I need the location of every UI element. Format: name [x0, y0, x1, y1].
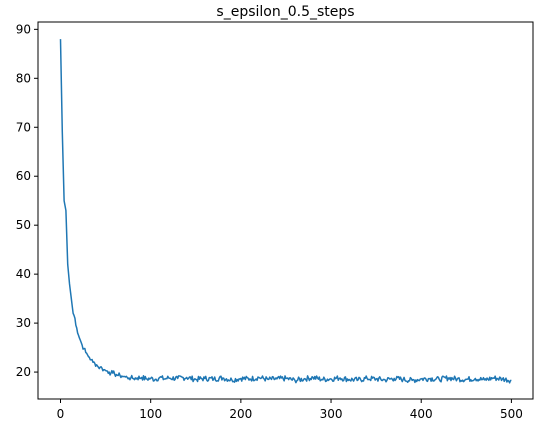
x-tick-label: 400 [410, 407, 433, 421]
y-tick-label: 60 [16, 169, 31, 183]
x-tick-label: 100 [139, 407, 162, 421]
x-axis: 0 100 200 300 400 500 [57, 399, 523, 421]
y-axis: 20 30 40 50 60 70 80 90 [16, 22, 38, 379]
series-line [59, 39, 512, 384]
y-tick-label: 70 [16, 120, 31, 134]
y-tick-label: 80 [16, 71, 31, 85]
plot-frame [37, 21, 534, 400]
x-tick-label: 500 [500, 407, 523, 421]
x-tick-label: 0 [57, 407, 65, 421]
plot-series [59, 39, 512, 384]
chart-title: s_epsilon_0.5_steps [216, 4, 354, 20]
x-tick-label: 300 [320, 407, 343, 421]
y-tick-label: 90 [16, 22, 31, 36]
y-tick-label: 50 [16, 218, 31, 232]
x-tick-label: 200 [229, 407, 252, 421]
y-tick-label: 30 [16, 316, 31, 330]
y-tick-label: 20 [16, 365, 31, 379]
y-tick-label: 40 [16, 267, 31, 281]
